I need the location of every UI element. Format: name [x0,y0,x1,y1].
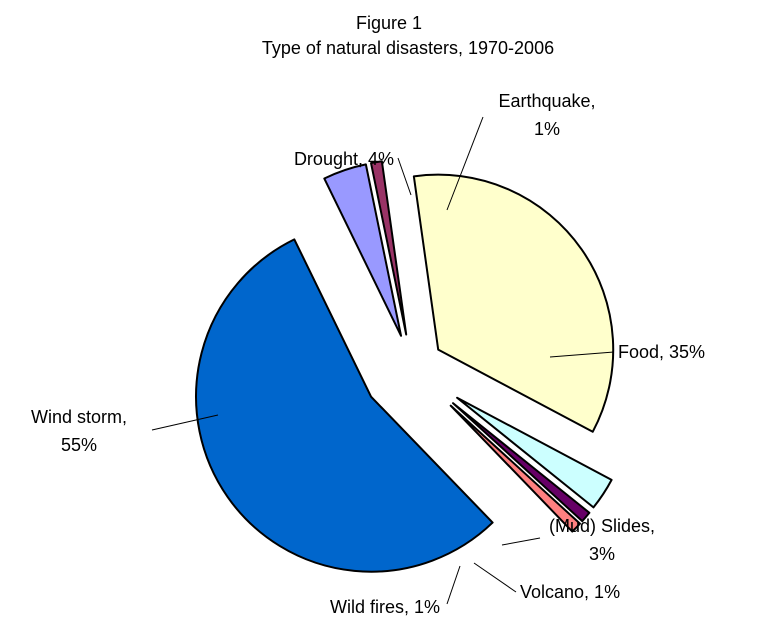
pie-slice-mud-slides [456,396,613,509]
leader-line-drought [397,157,412,196]
leader-line-wild-fires [446,565,461,605]
data-label-volcano: Volcano, 1% [520,582,620,602]
pie-slice-wild-fires [449,404,581,533]
leader-line-volcano [473,562,517,593]
slices-layer [195,160,615,573]
chart-title: Figure 1 [356,13,422,33]
data-label-food: Food, 35% [618,342,705,362]
labels-layer: Drought, 4% Earthquake, 1% Food, 35% (Mud) S… [31,91,705,617]
data-label-drought: Drought, 4% [294,149,394,169]
pie-slice-earthquake [370,160,408,336]
pie-slice-food [412,173,615,433]
data-label-wind-storm: Wind storm, 55% [31,407,127,455]
leader-line-mud-slides [501,537,541,546]
leader-line-food [549,351,615,358]
data-label-mud-slides: (Mud) Slides, 3% [549,516,655,564]
data-label-earthquake: Earthquake, 1% [498,91,595,139]
data-label-wild-fires: Wild fires, 1% [330,597,440,617]
pie-slice-volcano [452,402,591,523]
leader-line-earthquake [446,116,484,211]
pie-slice-wind-storm [195,238,494,573]
chart-subtitle: Type of natural disasters, 1970-2006 [262,38,554,58]
pie-slice-drought [323,163,403,337]
leader-line-wind-storm [151,414,219,431]
